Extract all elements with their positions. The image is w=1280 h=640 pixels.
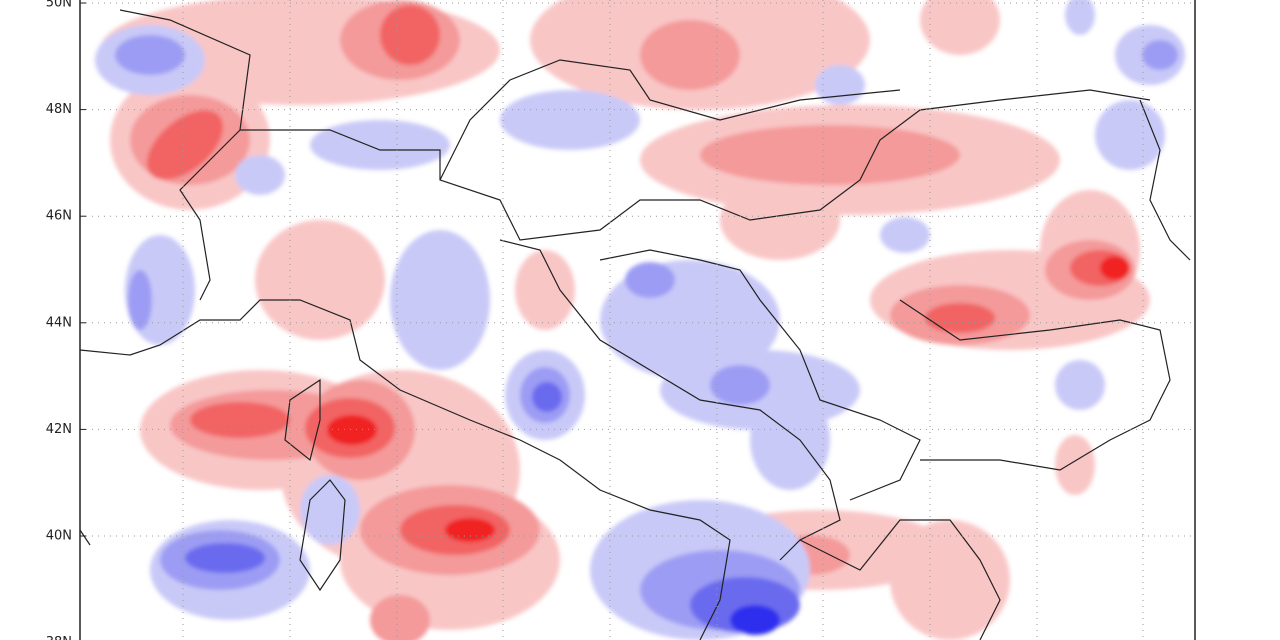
anomaly-field xyxy=(95,0,1185,640)
lat-label: 42N xyxy=(46,422,72,437)
positive-extreme xyxy=(327,256,1130,542)
lat-label: 38N xyxy=(46,635,72,640)
lat-labels: 50N 48N 46N 44N 42N 40N 38N xyxy=(46,0,86,640)
lat-label: 46N xyxy=(46,209,72,224)
lat-label: 40N xyxy=(46,529,72,544)
lat-label: 44N xyxy=(46,315,72,330)
country-borders xyxy=(79,9,1191,640)
lat-label: 48N xyxy=(46,102,72,117)
lat-label: 50N xyxy=(46,0,72,11)
negative-extreme xyxy=(730,605,780,635)
